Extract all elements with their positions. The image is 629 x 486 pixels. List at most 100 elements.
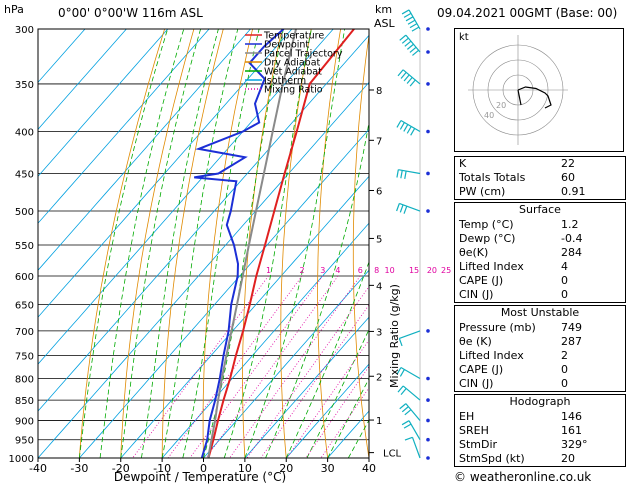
- isotherm-line: [203, 269, 369, 458]
- legend-label: Wet Adiabat: [264, 67, 322, 78]
- isotherm-line: [327, 410, 369, 458]
- x-tick-label: -10: [153, 462, 171, 475]
- hodograph-unit: kt: [459, 32, 469, 43]
- row-label: Lifted Index: [459, 349, 524, 362]
- table-row: θe (K) 287: [455, 335, 625, 349]
- wet-adiabat-line: [182, 29, 260, 458]
- row-label: StmSpd (kt): [459, 452, 525, 465]
- mixing-ratio-line: [167, 275, 303, 458]
- asl-unit: ASL: [374, 17, 395, 30]
- km-tick-label: 3: [376, 327, 382, 338]
- surface-table: Surface Temp (°C) 1.2 Dewp (°C) -0.4 θe(K) 284…: [454, 202, 626, 303]
- table-row: Lifted Index 4: [455, 260, 625, 274]
- km-tick-label: 4: [376, 281, 382, 292]
- mixing-ratio-label: 6: [358, 266, 363, 275]
- km-tick-label: 2: [376, 372, 382, 383]
- pressure-tick-label: 650: [15, 301, 34, 312]
- wet-adiabat-line: [161, 29, 239, 458]
- table-row: SREH 161: [455, 424, 625, 438]
- mixing-ratio-label: 25: [441, 266, 451, 275]
- row-value: 146: [561, 410, 582, 423]
- wind-barb: [399, 403, 430, 423]
- row-label: CAPE (J): [459, 274, 504, 287]
- dry-adiabat-line: [79, 29, 165, 458]
- row-label: CIN (J): [459, 377, 494, 390]
- dry-adiabat-line: [120, 29, 195, 458]
- table-row: Pressure (mb) 749: [455, 321, 625, 335]
- x-tick-label: -40: [29, 462, 47, 475]
- hodograph-ring-label: 20: [496, 101, 506, 110]
- wind-barb: [401, 9, 430, 32]
- row-value: 0: [561, 363, 568, 376]
- x-axis-label: Dewpoint / Temperature (°C): [114, 470, 286, 484]
- wind-barb: [398, 329, 430, 347]
- isotherm-line: [38, 29, 334, 365]
- table-row: Totals Totals 60: [455, 171, 625, 185]
- isotherm-line: [79, 128, 369, 458]
- dewpoint-line: [194, 29, 285, 458]
- lcl-label: LCL: [383, 449, 402, 460]
- row-value: 749: [561, 321, 582, 334]
- parcel-line: [207, 29, 297, 458]
- pressure-tick-label: 450: [15, 169, 34, 180]
- row-value: 284: [561, 246, 582, 259]
- row-label: PW (cm): [459, 185, 506, 198]
- pressure-tick-label: 1000: [9, 454, 34, 465]
- row-value: 1.2: [561, 218, 579, 231]
- pressure-tick-label: 950: [15, 436, 34, 447]
- mixing-ratio-line: [229, 275, 361, 458]
- hodograph-table: Hodograph EH 146 SREH 161 StmDir 329° StmSpd (k…: [454, 394, 626, 467]
- wind-barb: [404, 436, 430, 460]
- row-label: Pressure (mb): [459, 321, 536, 334]
- location-title: 0°00' 0°00'W 116m ASL: [58, 6, 203, 20]
- row-value: 0: [561, 288, 568, 301]
- table-row: Dewp (°C) -0.4: [455, 232, 625, 246]
- row-value: -0.4: [561, 232, 583, 245]
- isotherm-line: [38, 29, 86, 83]
- table-row: CIN (J) 0: [455, 288, 625, 302]
- row-label: K: [459, 157, 467, 170]
- isotherm-line: [38, 29, 169, 177]
- pressure-tick-label: 600: [15, 272, 34, 283]
- temperature-line: [207, 29, 355, 458]
- mixing-ratio-label: 20: [427, 266, 437, 275]
- most-unstable-table: Most Unstable Pressure (mb) 749 θe (K) 287 Li…: [454, 305, 626, 392]
- isotherm-line: [38, 29, 210, 224]
- pressure-tick-label: 700: [15, 327, 34, 338]
- x-tick-label: -30: [70, 462, 88, 475]
- mixing-ratio-line: [205, 275, 339, 458]
- row-label: Dewp (°C): [459, 232, 516, 245]
- row-label: CIN (J): [459, 288, 494, 301]
- legend-label: Dry Adiabat: [264, 58, 321, 69]
- row-label: Lifted Index: [459, 260, 524, 273]
- legend-label: Mixing Ratio: [264, 85, 323, 96]
- x-tick-label: -20: [112, 462, 130, 475]
- legend-label: Dewpoint: [264, 40, 309, 51]
- table-row: EH 146: [455, 410, 625, 424]
- table-row: CAPE (J) 0: [455, 274, 625, 288]
- x-tick-label: 30: [321, 462, 335, 475]
- pressure-tick-label: 400: [15, 128, 34, 139]
- row-label: θe(K): [459, 246, 489, 259]
- table-row: CIN (J) 0: [455, 377, 625, 391]
- isotherm-line: [161, 222, 369, 458]
- table-row: StmDir 329°: [455, 438, 625, 452]
- row-label: StmDir: [459, 438, 498, 451]
- pressure-tick-label: 300: [15, 25, 34, 36]
- legend-label: Isotherm: [264, 76, 306, 87]
- wind-barb: [396, 366, 430, 381]
- row-value: 2: [561, 349, 568, 362]
- x-tick-label: 0: [200, 462, 207, 475]
- isotherm-line: [38, 34, 369, 412]
- mixing-ratio-label: 15: [409, 266, 419, 275]
- km-unit: km: [375, 3, 393, 16]
- km-tick-label: 7: [376, 136, 382, 147]
- row-value: 161: [561, 424, 582, 437]
- table-title: Hodograph: [509, 395, 571, 408]
- mixing-ratio-line: [260, 304, 369, 458]
- pressure-tick-label: 550: [15, 241, 34, 252]
- dry-adiabat-line: [352, 32, 369, 458]
- km-tick-label: 5: [376, 234, 382, 245]
- wind-barb: [396, 202, 430, 214]
